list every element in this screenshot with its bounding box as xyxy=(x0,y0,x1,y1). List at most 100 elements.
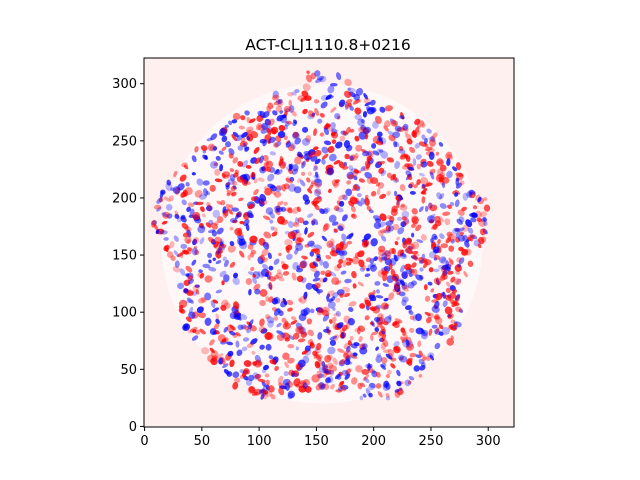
positive-residual-blob xyxy=(416,179,421,185)
negative-residual-blob xyxy=(241,131,248,138)
negative-residual-blob xyxy=(257,110,263,116)
positive-residual-blob xyxy=(245,165,252,169)
negative-residual-blob xyxy=(385,396,391,401)
positive-residual-blob xyxy=(305,74,313,83)
negative-residual-blob xyxy=(229,218,237,223)
positive-residual-blob xyxy=(385,225,391,232)
positive-residual-blob xyxy=(283,183,290,190)
positive-residual-blob xyxy=(253,188,259,196)
negative-residual-blob xyxy=(215,318,220,325)
negative-residual-blob xyxy=(196,178,204,186)
negative-residual-blob xyxy=(277,98,283,105)
negative-residual-blob xyxy=(228,120,233,126)
positive-residual-blob xyxy=(301,350,309,355)
negative-residual-blob xyxy=(204,154,208,160)
negative-residual-blob xyxy=(257,271,264,278)
negative-residual-blob xyxy=(210,160,219,169)
positive-residual-blob xyxy=(450,319,456,324)
positive-residual-blob xyxy=(328,128,334,132)
negative-residual-blob xyxy=(401,253,406,258)
negative-residual-blob xyxy=(335,310,342,317)
positive-residual-blob xyxy=(273,315,279,321)
positive-residual-blob xyxy=(230,186,236,192)
positive-residual-blob xyxy=(247,243,254,250)
positive-residual-blob xyxy=(184,187,193,196)
positive-residual-blob xyxy=(333,228,338,233)
negative-residual-blob xyxy=(359,347,368,355)
heatmap-image xyxy=(151,70,491,404)
negative-residual-blob xyxy=(367,264,376,269)
positive-residual-blob xyxy=(302,108,308,115)
negative-residual-blob xyxy=(224,124,229,129)
positive-residual-blob xyxy=(302,83,311,91)
positive-residual-blob xyxy=(439,164,447,172)
negative-residual-blob xyxy=(233,312,241,320)
positive-residual-blob xyxy=(232,112,241,121)
negative-residual-blob xyxy=(185,299,193,304)
positive-residual-blob xyxy=(402,164,410,170)
negative-residual-blob xyxy=(364,273,371,278)
negative-residual-blob xyxy=(458,257,465,265)
negative-residual-blob xyxy=(393,254,398,262)
negative-residual-blob xyxy=(442,300,448,308)
positive-residual-blob xyxy=(412,254,417,259)
negative-residual-blob xyxy=(319,208,325,215)
positive-residual-blob xyxy=(321,309,330,317)
positive-residual-blob xyxy=(342,292,350,297)
positive-residual-blob xyxy=(349,128,355,133)
positive-residual-blob xyxy=(403,334,409,340)
positive-residual-blob xyxy=(237,161,244,167)
negative-residual-blob xyxy=(368,364,373,369)
negative-residual-blob xyxy=(295,242,304,252)
positive-residual-blob xyxy=(209,184,216,192)
positive-residual-blob xyxy=(344,153,350,160)
negative-residual-blob xyxy=(424,205,429,212)
negative-residual-blob xyxy=(337,225,344,232)
negative-residual-blob xyxy=(231,119,238,124)
positive-residual-blob xyxy=(357,281,364,287)
positive-residual-blob xyxy=(400,327,406,333)
negative-residual-blob xyxy=(266,316,275,324)
positive-residual-blob xyxy=(291,272,297,281)
negative-residual-blob xyxy=(419,365,426,371)
positive-residual-blob xyxy=(476,217,482,223)
negative-residual-blob xyxy=(385,220,394,226)
positive-residual-blob xyxy=(174,210,179,216)
positive-residual-blob xyxy=(301,255,308,260)
positive-residual-blob xyxy=(292,131,299,139)
positive-residual-blob xyxy=(425,355,431,361)
positive-residual-blob xyxy=(288,369,294,376)
negative-residual-blob xyxy=(225,141,232,148)
negative-residual-blob xyxy=(278,310,284,317)
positive-residual-blob xyxy=(433,314,441,321)
positive-residual-blob xyxy=(448,257,454,265)
positive-residual-blob xyxy=(339,329,346,334)
negative-residual-blob xyxy=(323,207,331,213)
positive-residual-blob xyxy=(483,204,491,212)
negative-residual-blob xyxy=(247,325,253,329)
negative-residual-blob xyxy=(325,377,332,384)
negative-residual-blob xyxy=(229,330,236,336)
positive-residual-blob xyxy=(222,212,227,219)
positive-residual-blob xyxy=(251,350,256,355)
negative-residual-blob xyxy=(349,155,354,161)
positive-residual-blob xyxy=(220,299,229,307)
negative-residual-blob xyxy=(276,98,280,104)
negative-residual-blob xyxy=(440,257,447,265)
positive-residual-blob xyxy=(248,386,256,394)
negative-residual-blob xyxy=(438,193,445,200)
positive-residual-blob xyxy=(315,354,322,362)
negative-residual-blob xyxy=(159,230,168,235)
positive-residual-blob xyxy=(253,178,258,184)
positive-residual-blob xyxy=(437,238,441,245)
negative-residual-blob xyxy=(465,219,473,227)
negative-residual-blob xyxy=(329,83,338,87)
negative-residual-blob xyxy=(267,173,275,182)
negative-residual-blob xyxy=(241,160,249,168)
positive-residual-blob xyxy=(161,220,168,225)
positive-residual-blob xyxy=(186,290,194,297)
positive-residual-blob xyxy=(364,299,372,307)
negative-residual-blob xyxy=(223,259,229,268)
positive-residual-blob xyxy=(265,160,274,169)
positive-residual-blob xyxy=(454,189,461,195)
